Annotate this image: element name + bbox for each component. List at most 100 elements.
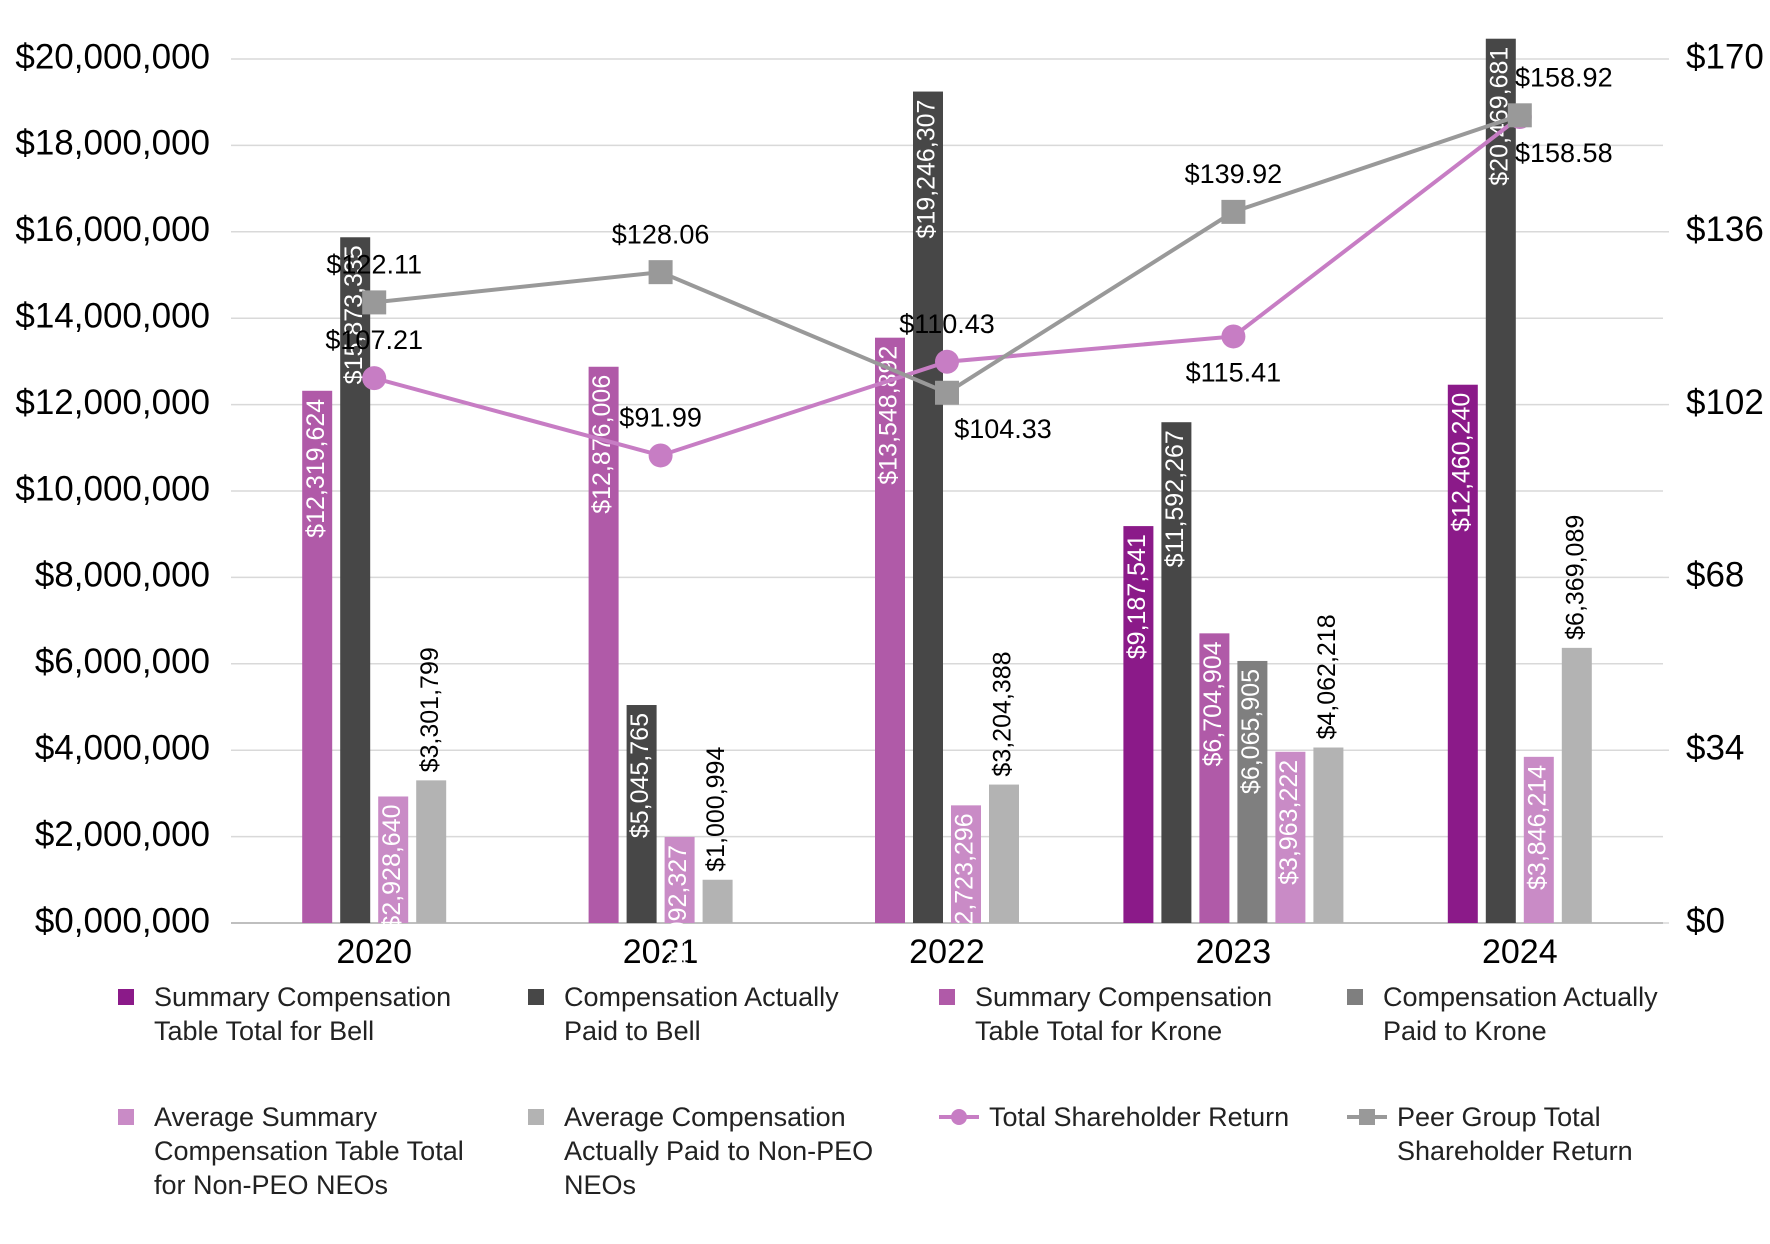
bar-value-label: $3,301,799 <box>416 647 444 772</box>
legend-swatch <box>118 1109 134 1125</box>
bar <box>1123 526 1154 923</box>
legend-item: Total Shareholder Return <box>939 1100 1329 1134</box>
legend-item: Summary Compensation Table Total for Kro… <box>939 980 1329 1048</box>
bar <box>951 805 981 923</box>
legend: Summary Compensation Table Total for Bel… <box>0 980 1770 1240</box>
bar-value-label: $3,963,222 <box>1275 760 1303 885</box>
bar-value-label: $6,704,904 <box>1199 641 1227 766</box>
y2-tick-label: $0 <box>1686 901 1725 940</box>
y-tick-label: $18,000,000 <box>15 124 210 163</box>
legend-label: Peer Group Total Shareholder Return <box>1397 1102 1633 1166</box>
legend-item: Compensation Actually Paid to Krone <box>1347 980 1737 1048</box>
bar <box>416 780 447 923</box>
line-marker <box>362 366 387 391</box>
line-marker <box>1221 199 1246 224</box>
legend-marker <box>1347 989 1363 1005</box>
legend-label: Compensation Actually Paid to Bell <box>564 982 839 1046</box>
x-tick-label: 2022 <box>909 933 985 971</box>
legend-label: Compensation Actually Paid to Krone <box>1383 982 1658 1046</box>
y-tick-label: $4,000,000 <box>35 728 210 767</box>
legend-item: Peer Group Total Shareholder Return <box>1347 1100 1737 1168</box>
bar-value-label: $4,062,218 <box>1313 614 1341 739</box>
legend-item: Summary Compensation Table Total for Bel… <box>118 980 508 1048</box>
line-value-label: $139.92 <box>1185 159 1283 189</box>
legend-marker <box>118 989 134 1005</box>
line-value-label: $158.92 <box>1515 62 1613 92</box>
bar <box>1523 756 1554 923</box>
bar <box>913 91 943 923</box>
bar <box>626 705 657 923</box>
x-tick-label: 2023 <box>1196 933 1272 971</box>
bar-value-label: $11,592,267 <box>1161 430 1189 567</box>
legend-marker <box>1347 1109 1387 1125</box>
y2-tick-label: $170 <box>1686 37 1764 76</box>
bar <box>1199 633 1230 923</box>
y-tick-label: $6,000,000 <box>35 642 210 681</box>
legend-label: Total Shareholder Return <box>989 1102 1290 1132</box>
bar <box>378 796 409 923</box>
legend-item: Average Summary Compensation Table Total… <box>118 1100 508 1202</box>
line-marker <box>362 290 387 315</box>
bar-value-label: $2,928,640 <box>378 804 406 929</box>
y-tick-label: $10,000,000 <box>15 469 210 508</box>
line-value-label: $107.21 <box>325 325 423 355</box>
bar-value-label: $1,992,327 <box>664 845 692 970</box>
bar <box>302 390 333 923</box>
legend-marker <box>118 1109 134 1125</box>
legend-symbol <box>951 1109 967 1125</box>
bar-value-label: $1,000,994 <box>702 747 730 872</box>
line-value-label: $158.58 <box>1515 138 1613 168</box>
legend-symbol <box>1359 1109 1375 1125</box>
bar-value-label: $6,065,905 <box>1237 669 1265 794</box>
legend-label: Summary Compensation Table Total for Kro… <box>975 982 1273 1046</box>
x-tick-label: 2020 <box>336 933 412 971</box>
bar-value-label: $15,873,335 <box>340 245 368 384</box>
bar-value-label: $12,460,240 <box>1447 393 1475 532</box>
legend-item: Compensation Actually Paid to Bell <box>528 980 918 1048</box>
legend-marker <box>939 989 955 1005</box>
legend-swatch <box>528 989 544 1005</box>
y2-tick-label: $102 <box>1686 383 1764 422</box>
line-value-label: $91.99 <box>619 403 702 433</box>
bar-value-label: $2,723,296 <box>951 813 979 938</box>
legend-marker <box>528 989 544 1005</box>
bar <box>588 366 619 923</box>
y-tick-label: $2,000,000 <box>35 815 210 854</box>
line-marker <box>1221 324 1246 349</box>
line-value-label: $110.43 <box>899 309 995 339</box>
y-tick-label: $20,000,000 <box>15 37 210 76</box>
bar-value-label: $5,045,765 <box>626 713 654 838</box>
bar-value-label: $3,846,214 <box>1523 765 1551 890</box>
y-tick-label: $14,000,000 <box>15 296 210 335</box>
legend-item: Average Compensation Actually Paid to No… <box>528 1100 918 1202</box>
legend-swatch <box>528 1109 544 1125</box>
line-marker <box>1507 103 1532 128</box>
bar <box>664 836 695 923</box>
legend-swatch <box>1347 989 1363 1005</box>
line-value-label: $122.11 <box>326 250 422 280</box>
bar-value-label: $3,204,388 <box>989 651 1017 776</box>
chart: $0,000,000 $2,000,000 $4,000,000 $6,000,000… <box>15 37 1764 971</box>
bar <box>1275 751 1306 923</box>
legend-swatch <box>939 989 955 1005</box>
bar <box>1447 384 1478 923</box>
bar-value-label: $19,246,307 <box>913 100 941 239</box>
legend-marker <box>528 1109 544 1125</box>
bar-value-label: $9,187,541 <box>1123 534 1151 659</box>
bar <box>1237 660 1268 923</box>
line-marker <box>935 349 959 374</box>
bar <box>340 237 371 924</box>
line-value-label: $104.33 <box>954 414 1052 444</box>
legend-label: Summary Compensation Table Total for Bel… <box>154 982 452 1046</box>
bar <box>1561 647 1592 923</box>
bar-value-label: $12,319,624 <box>302 399 330 538</box>
line-value-label: $128.06 <box>612 219 710 249</box>
y-tick-label: $16,000,000 <box>15 210 210 249</box>
bar <box>702 879 733 923</box>
x-tick-label: 2021 <box>623 933 699 971</box>
line-marker <box>648 260 673 285</box>
line-marker <box>935 380 959 405</box>
legend-marker <box>939 1109 979 1125</box>
bar <box>989 784 1019 923</box>
